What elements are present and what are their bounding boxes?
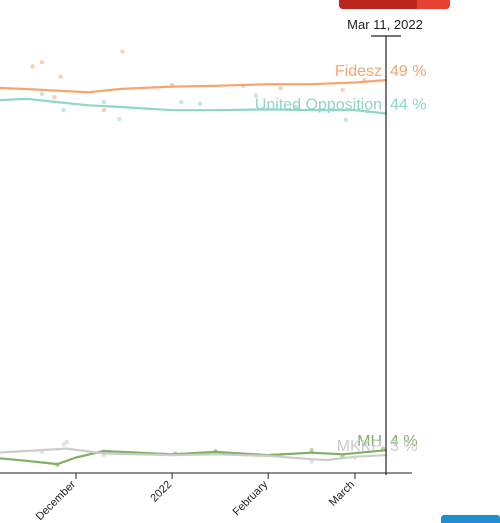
poll-point [52, 94, 57, 100]
series-line-fidesz[interactable] [0, 79, 388, 94]
poll-point [101, 107, 107, 113]
x-tick-label: December [34, 478, 79, 523]
poll-point [343, 117, 348, 123]
poll-point [340, 87, 345, 93]
x-tick-label: February [231, 478, 271, 518]
poll-point [278, 86, 283, 91]
x-tick-label: March [327, 479, 357, 509]
poll-point [117, 116, 122, 122]
series-value-label: 49 % [390, 63, 426, 80]
poll-point [253, 93, 258, 98]
poll-point [309, 448, 314, 453]
poll-point [120, 49, 125, 54]
series-label: United Opposition [255, 96, 382, 113]
poll-point [309, 459, 314, 464]
poll-point [179, 99, 184, 105]
top-action-button-right-segment[interactable] [417, 0, 450, 9]
top-action-button[interactable] [339, 0, 450, 9]
poll-point [197, 101, 203, 106]
poll-point [39, 91, 45, 97]
poll-point [61, 442, 66, 447]
series-label: MH [357, 433, 382, 450]
cursor-date-label: Mar 11, 2022 [347, 17, 423, 32]
bottom-action-button[interactable] [441, 515, 500, 523]
series-line-united-opposition[interactable] [0, 97, 388, 115]
series-value-label: 3 % [390, 438, 418, 455]
top-action-button-left-segment[interactable] [339, 0, 417, 9]
series-label: Fidesz [335, 63, 382, 80]
series-value-label: 44 % [390, 96, 426, 113]
series-label: MKKP [337, 438, 382, 455]
poll-point [39, 60, 45, 65]
x-tick-label: 2022 [148, 479, 174, 505]
poll-point [64, 439, 69, 445]
series-value-label: 4 % [390, 433, 418, 450]
poll-point [101, 99, 107, 105]
poll-point [30, 64, 35, 69]
series-line-mkkp[interactable] [0, 447, 388, 462]
series-line-mh[interactable] [0, 449, 388, 466]
poll-point [293, 104, 299, 110]
poll-point [58, 74, 63, 80]
poll-point [61, 107, 66, 113]
